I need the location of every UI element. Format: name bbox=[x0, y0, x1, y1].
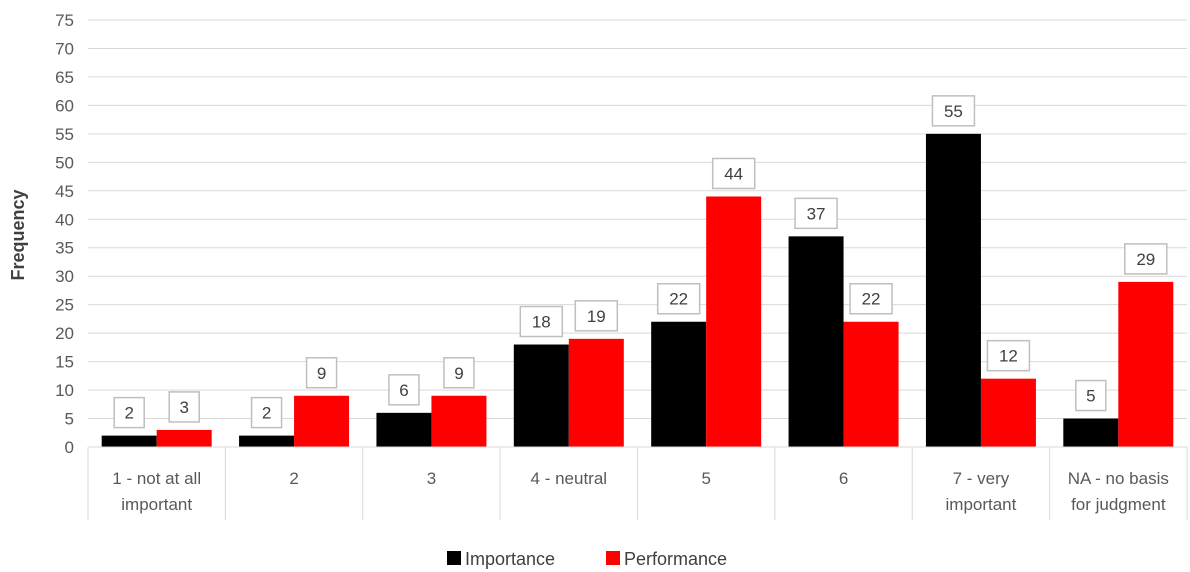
x-category-label: 4 - neutral bbox=[531, 469, 608, 488]
performance-data-label: 3 bbox=[179, 398, 188, 417]
performance-legend-label: Performance bbox=[624, 549, 727, 569]
data-label-box bbox=[443, 357, 475, 389]
x-category-label: 2 bbox=[289, 469, 298, 488]
x-category-label: NA - no basis for judgment bbox=[1068, 469, 1169, 514]
y-tick-label: 25 bbox=[55, 296, 74, 315]
x-category-label: 7 - very important bbox=[946, 469, 1017, 514]
y-tick-label: 5 bbox=[65, 410, 74, 429]
x-category-label-line: for judgment bbox=[1071, 495, 1166, 514]
x-category-label: 1 - not at all important bbox=[112, 469, 201, 514]
x-category-label-line: 3 bbox=[427, 469, 436, 488]
importance-legend-swatch bbox=[447, 551, 461, 565]
performance-data-label: 22 bbox=[862, 290, 881, 309]
data-label-box bbox=[168, 391, 200, 423]
importance-data-label: 5 bbox=[1086, 387, 1095, 406]
y-tick-label: 45 bbox=[55, 182, 74, 201]
data-label-box bbox=[1075, 379, 1107, 412]
importance-bar bbox=[788, 236, 844, 447]
x-category-label-line: 2 bbox=[289, 469, 298, 488]
importance-bar bbox=[376, 412, 432, 447]
importance-data-label: 22 bbox=[669, 290, 688, 309]
performance-bar bbox=[843, 321, 899, 447]
importance-bar bbox=[651, 321, 707, 447]
y-tick-label: 75 bbox=[55, 11, 74, 30]
data-label-box bbox=[849, 282, 893, 315]
performance-legend-swatch bbox=[606, 551, 620, 565]
x-category-label-line: NA - no basis bbox=[1068, 469, 1169, 488]
y-tick-label: 0 bbox=[65, 438, 74, 457]
y-tick-label: 35 bbox=[55, 239, 74, 258]
performance-bar bbox=[568, 338, 624, 447]
performance-data-label: 12 bbox=[999, 347, 1018, 366]
data-label-box bbox=[1124, 243, 1168, 275]
importance-data-label: 6 bbox=[399, 381, 408, 400]
importance-data-label: 55 bbox=[944, 102, 963, 121]
y-axis-ticks: 0 5 10 15 20 25 30 35 40 45 50 55 60 65 70 75 bbox=[55, 11, 74, 457]
y-tick-label: 55 bbox=[55, 125, 74, 144]
performance-data-label: 19 bbox=[587, 307, 606, 326]
data-label-box bbox=[388, 374, 420, 406]
y-tick-label: 70 bbox=[55, 39, 74, 58]
legend: Importance Performance bbox=[447, 549, 727, 569]
data-label-box bbox=[250, 396, 283, 429]
importance-data-label: 37 bbox=[807, 204, 826, 223]
importance-bar bbox=[1063, 418, 1119, 447]
data-label-box bbox=[113, 396, 145, 429]
gridlines bbox=[87, 19, 1188, 520]
data-label-box bbox=[519, 305, 564, 338]
importance-data-label: 2 bbox=[124, 404, 133, 423]
performance-data-label: 9 bbox=[317, 364, 326, 383]
data-label-box bbox=[711, 157, 756, 190]
y-tick-label: 30 bbox=[55, 267, 74, 286]
performance-data-label: 29 bbox=[1136, 250, 1155, 269]
x-category-label-line: 1 - not at all bbox=[112, 469, 201, 488]
importance-bar bbox=[101, 435, 157, 447]
importance-bar bbox=[925, 133, 981, 447]
data-label-box bbox=[305, 357, 338, 389]
performance-bar bbox=[706, 196, 762, 447]
x-category-label-line: 7 - very bbox=[953, 469, 1010, 488]
performance-data-label: 9 bbox=[454, 364, 463, 383]
performance-bar bbox=[431, 395, 487, 447]
importance-bar bbox=[513, 344, 569, 447]
y-tick-label: 10 bbox=[55, 381, 74, 400]
data-label-box bbox=[931, 95, 976, 127]
performance-bar bbox=[980, 378, 1036, 447]
x-category-label-line: 5 bbox=[701, 469, 710, 488]
data-label-box bbox=[574, 300, 619, 332]
importance-bar bbox=[239, 435, 295, 447]
importance-legend-label: Importance bbox=[465, 549, 555, 569]
x-category-label: 6 bbox=[839, 469, 848, 488]
x-category-label-line: 6 bbox=[839, 469, 848, 488]
importance-data-label: 18 bbox=[532, 313, 551, 332]
x-category-label-line: important bbox=[121, 495, 192, 514]
y-tick-label: 40 bbox=[55, 210, 74, 229]
bars bbox=[101, 133, 1174, 447]
y-axis-label: Frequency bbox=[8, 189, 28, 280]
x-category-label-line: important bbox=[946, 495, 1017, 514]
x-category-label-line: 4 - neutral bbox=[531, 469, 608, 488]
x-axis-categories: 1 - not at all important 2 3 4 - neutral 5 6 7 … bbox=[112, 469, 1169, 514]
importance-data-label: 2 bbox=[262, 404, 271, 423]
y-tick-label: 20 bbox=[55, 324, 74, 343]
y-tick-label: 65 bbox=[55, 68, 74, 87]
y-tick-label: 15 bbox=[55, 353, 74, 372]
performance-data-label: 44 bbox=[724, 164, 743, 183]
performance-bar bbox=[294, 395, 350, 447]
performance-bar bbox=[1118, 281, 1174, 447]
data-label-box bbox=[794, 197, 838, 230]
x-category-label: 3 bbox=[427, 469, 436, 488]
data-label-box bbox=[656, 282, 701, 315]
y-tick-label: 50 bbox=[55, 153, 74, 172]
data-label-box bbox=[986, 339, 1031, 372]
x-category-label: 5 bbox=[701, 469, 710, 488]
performance-bar bbox=[156, 429, 212, 447]
y-tick-label: 60 bbox=[55, 96, 74, 115]
